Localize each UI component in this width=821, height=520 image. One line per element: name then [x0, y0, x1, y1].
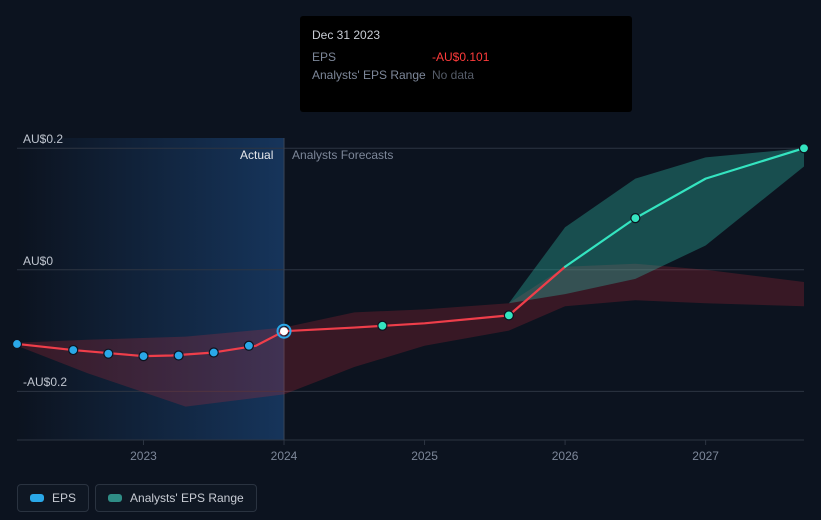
eps-forecast-chart: AU$0.2 AU$0 -AU$0.2 2023 2024 2025 2026 … — [0, 0, 821, 520]
x-tick-label: 2025 — [411, 449, 438, 463]
x-tick-label: 2024 — [271, 449, 298, 463]
tooltip-label: EPS — [312, 48, 432, 66]
legend-swatch — [108, 494, 122, 502]
tooltip-row: Analysts' EPS Range No data — [312, 66, 620, 84]
legend-swatch — [30, 494, 44, 502]
legend-label: EPS — [52, 491, 76, 505]
x-tick-label: 2027 — [692, 449, 719, 463]
x-tick-label: 2026 — [552, 449, 579, 463]
legend-range[interactable]: Analysts' EPS Range — [95, 484, 257, 512]
y-tick-label: AU$0.2 — [23, 132, 63, 146]
y-tick-label: -AU$0.2 — [23, 375, 67, 389]
tooltip-value: -AU$0.101 — [432, 48, 489, 66]
tooltip-value: No data — [432, 66, 474, 84]
tooltip-date: Dec 31 2023 — [312, 26, 620, 44]
y-tick-label: AU$0 — [23, 254, 53, 268]
section-label-forecast: Analysts Forecasts — [292, 148, 393, 162]
tooltip-row: EPS -AU$0.101 — [312, 48, 620, 66]
chart-tooltip: Dec 31 2023 EPS -AU$0.101 Analysts' EPS … — [300, 16, 632, 112]
legend-label: Analysts' EPS Range — [130, 491, 244, 505]
chart-legend: EPS Analysts' EPS Range — [17, 484, 257, 512]
section-label-actual: Actual — [240, 148, 273, 162]
legend-eps[interactable]: EPS — [17, 484, 89, 512]
x-tick-label: 2023 — [130, 449, 157, 463]
tooltip-label: Analysts' EPS Range — [312, 66, 432, 84]
